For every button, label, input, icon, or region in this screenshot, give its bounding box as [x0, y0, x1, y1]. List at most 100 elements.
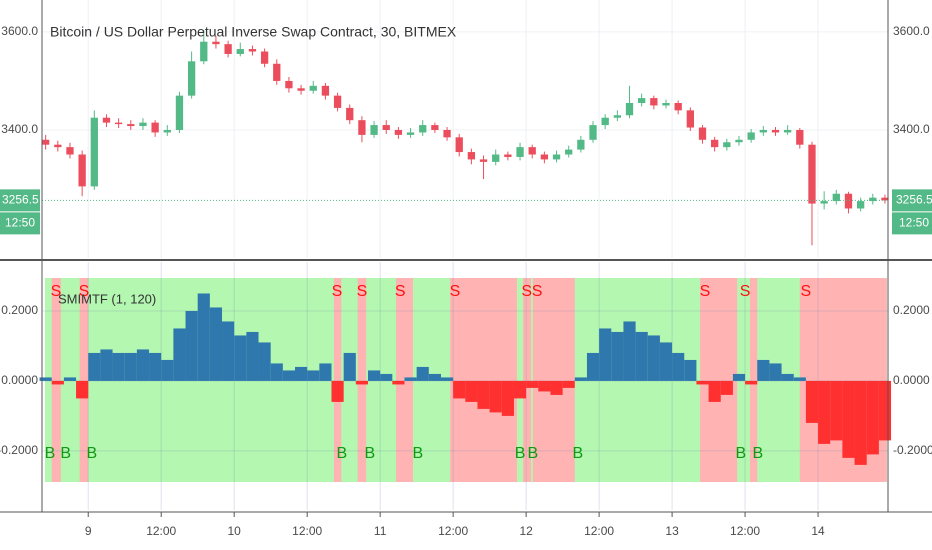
candle-body	[200, 41, 208, 62]
histogram-bar	[805, 380, 819, 423]
histogram-bar	[270, 363, 283, 381]
histogram-bar	[586, 352, 600, 381]
histogram-bar	[818, 380, 831, 444]
sell-signal: S	[801, 283, 812, 300]
candle-body	[783, 129, 792, 133]
candle-body	[431, 125, 439, 130]
candle-body	[66, 147, 74, 155]
candle-body	[577, 139, 585, 150]
y-tick-label: -0.2000	[0, 443, 38, 457]
x-tick-label: 12:00	[292, 524, 322, 538]
histogram-bar	[635, 331, 648, 381]
histogram-bar	[295, 366, 308, 381]
candle-body	[236, 49, 244, 54]
histogram-bar	[282, 370, 296, 381]
candle-body	[711, 139, 719, 148]
histogram-bar	[550, 380, 563, 395]
x-tick-label: 12:00	[146, 524, 176, 538]
candle-body	[808, 144, 816, 204]
candle-body	[820, 201, 828, 204]
candle-body	[844, 193, 853, 209]
buy-signal: B	[753, 445, 764, 462]
sell-zone	[700, 278, 738, 482]
histogram-bar	[708, 380, 721, 402]
histogram-bar	[745, 380, 758, 385]
candle-body	[139, 122, 147, 127]
chart-title: Bitcoin / US Dollar Perpetual Inverse Sw…	[50, 24, 457, 40]
histogram-bar	[757, 359, 770, 381]
histogram-bar	[416, 366, 429, 381]
candle-body	[869, 197, 877, 202]
histogram-bar	[331, 380, 344, 402]
histogram-bar	[672, 352, 685, 381]
histogram-bar	[380, 373, 393, 381]
histogram-bar	[453, 380, 466, 399]
candle-body	[127, 124, 135, 127]
histogram-bar	[149, 352, 162, 381]
histogram-bar	[440, 377, 454, 381]
buy-signal: B	[337, 445, 348, 462]
histogram-bar	[878, 380, 892, 441]
countdown-label: 12:50	[5, 216, 35, 230]
countdown-badge	[892, 212, 932, 235]
candle-body	[224, 44, 232, 54]
sell-zone	[357, 278, 367, 482]
sell-signal: S	[332, 283, 343, 300]
x-tick-label: 12:00	[584, 524, 614, 538]
histogram-bar	[39, 377, 52, 381]
candle-body	[638, 98, 646, 104]
candle-body	[552, 154, 561, 160]
histogram-bar	[63, 377, 77, 381]
histogram-bar	[854, 380, 867, 465]
candle-body	[321, 85, 330, 96]
histogram-bar	[842, 380, 855, 458]
candle-body	[297, 88, 305, 91]
histogram-bar	[343, 352, 356, 381]
candle-body	[309, 85, 317, 91]
histogram-bar	[513, 380, 527, 399]
price-badge	[892, 189, 932, 212]
sell-zone	[749, 278, 758, 482]
price-badge-label: 3256.5	[2, 193, 39, 207]
histogram-bar	[367, 370, 381, 381]
histogram-bar	[173, 328, 186, 381]
candle-body	[832, 193, 840, 202]
sell-signal: S	[357, 283, 368, 300]
x-tick-label: 12:00	[438, 524, 468, 538]
candle-body	[613, 115, 622, 118]
candle-body	[394, 129, 403, 135]
buy-signal: B	[527, 445, 538, 462]
candle-body	[625, 103, 634, 116]
sell-zone	[333, 278, 342, 482]
y-tick-label-right: 3600.0	[893, 24, 930, 38]
candle-body	[443, 129, 451, 138]
price-badge	[0, 189, 40, 212]
candle-body	[248, 49, 257, 52]
histogram-bar	[76, 380, 89, 399]
candle-body	[54, 144, 62, 148]
countdown-badge	[0, 212, 40, 235]
sell-zone	[450, 278, 518, 482]
histogram-bar	[684, 359, 697, 381]
y-tick-label-right: 0.0000	[893, 373, 930, 387]
histogram-bar	[781, 373, 794, 381]
histogram-bar	[355, 380, 368, 385]
candle-body	[881, 197, 889, 201]
sell-zone	[523, 278, 531, 482]
sell-signal: S	[395, 283, 406, 300]
histogram-bar	[112, 352, 125, 381]
candle-body	[723, 142, 731, 148]
sell-signal: S	[740, 283, 751, 300]
histogram-bar	[696, 380, 709, 385]
x-tick-label: 9	[85, 524, 92, 538]
candle-body	[528, 147, 536, 155]
sell-zone	[51, 278, 61, 482]
histogram-bar	[404, 377, 417, 381]
countdown-label: 12:50	[899, 216, 929, 230]
buy-signal: B	[515, 445, 526, 462]
y-tick-label: 0.2000	[1, 303, 38, 317]
candle-body	[589, 125, 597, 140]
candle-body	[406, 132, 415, 135]
candle-body	[419, 125, 427, 133]
